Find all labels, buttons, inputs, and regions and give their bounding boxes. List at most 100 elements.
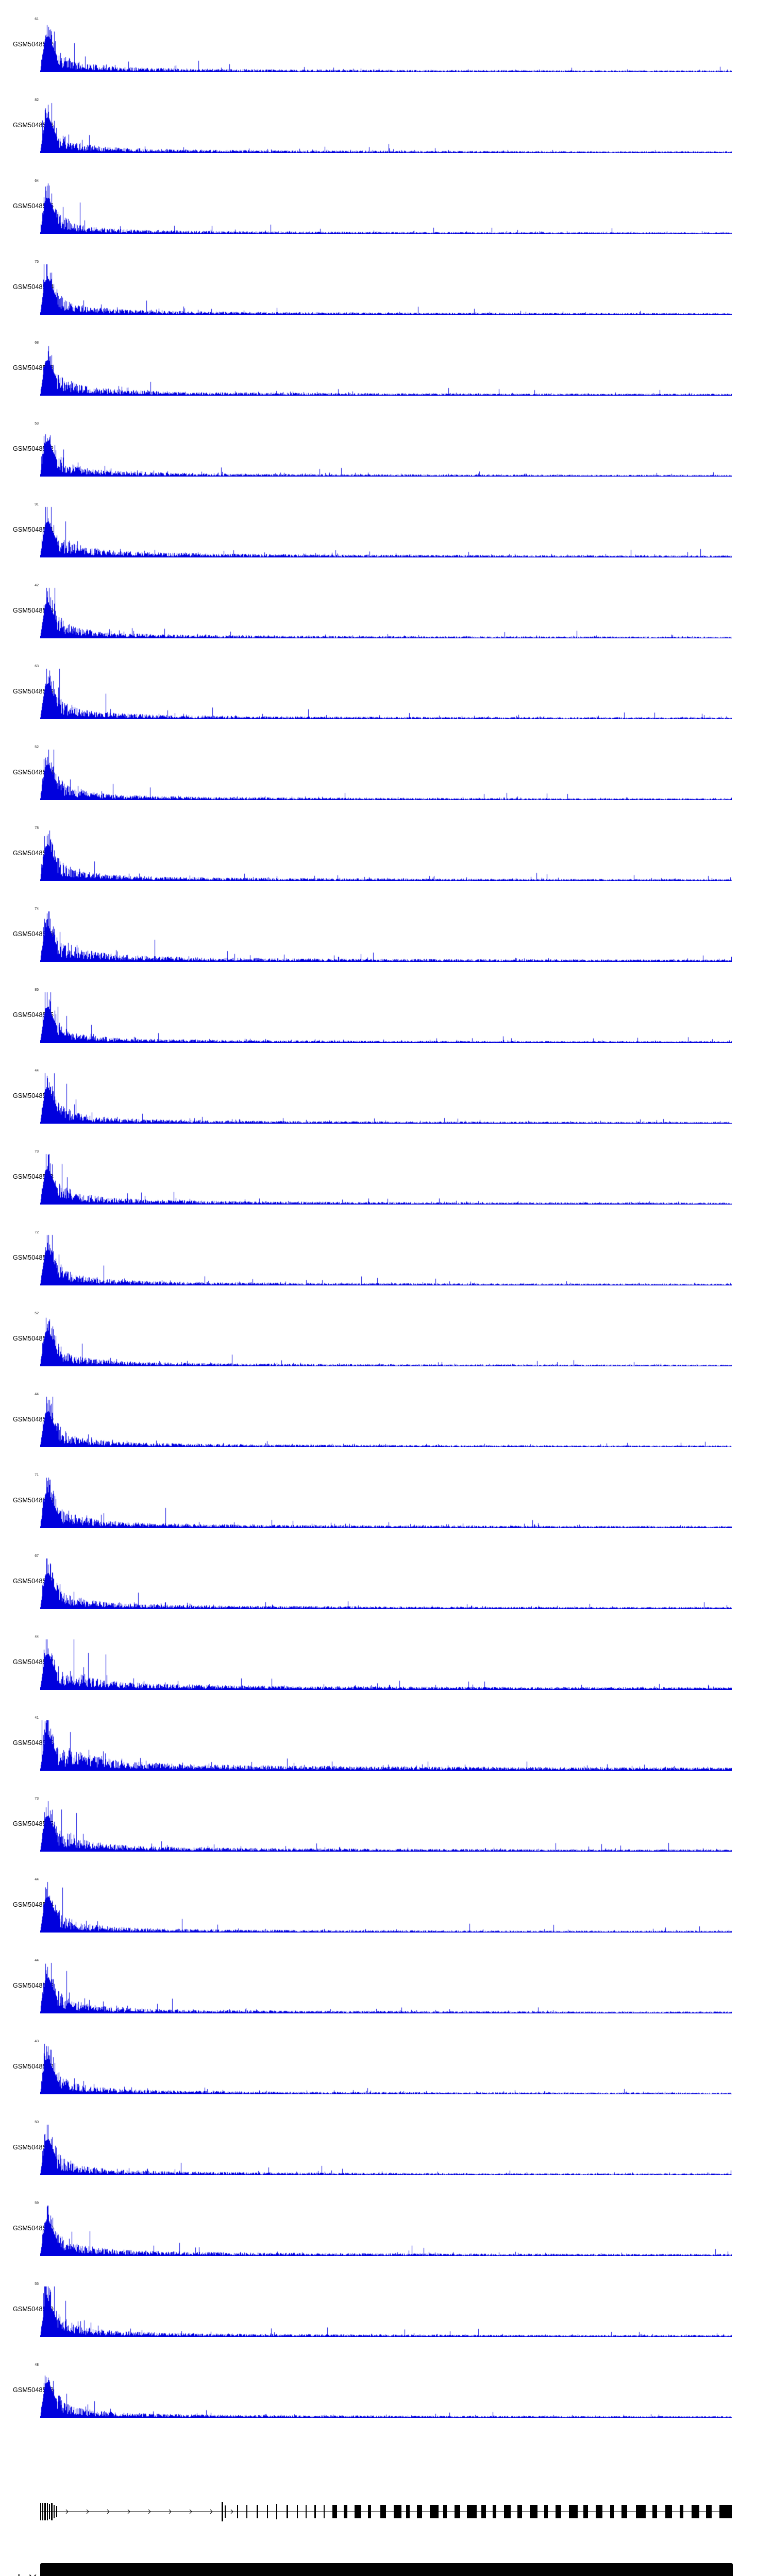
signal-plot: 72 [35, 1231, 732, 1285]
y-axis-max-label: 44 [35, 1959, 39, 1962]
strand-arrow-icon [189, 2509, 192, 2514]
signal-track-row: GSM5048536 74 [0, 907, 773, 989]
gene-model-track [40, 2491, 732, 2532]
y-axis-max-label: 78 [35, 826, 39, 830]
exon-box [225, 2505, 226, 2518]
signal-tracks: GSM5048547 61 GSM5048546 82 GSM5048545 6… [0, 18, 773, 2445]
signal-track-row: GSM5048547 61 [0, 18, 773, 99]
strand-arrow-icon [65, 2509, 69, 2514]
signal-track-row: GSM5048537 78 [0, 826, 773, 908]
exon-box [314, 2505, 316, 2518]
exon-box [719, 2505, 732, 2518]
strand-arrow-icon [230, 2509, 233, 2514]
signal-plot: 73 [35, 1797, 732, 1852]
strand-arrow-icon [86, 2509, 89, 2514]
exon-box [40, 2503, 41, 2520]
exon-box [297, 2505, 298, 2518]
signal-track-row: GSM5048523 44 [0, 1959, 773, 2040]
signal-plot: 41 [35, 1716, 732, 1771]
strand-arrow-icon [169, 2509, 172, 2514]
exon-box [621, 2505, 627, 2518]
y-axis-max-label: 85 [35, 988, 39, 992]
signal-plot: 42 [35, 584, 732, 638]
exon-box [51, 2503, 53, 2520]
signal-track-row: GSM5048519 55 [0, 2282, 773, 2364]
signal-plot: 53 [35, 422, 732, 477]
y-axis-max-label: 53 [35, 422, 39, 426]
signal-track-row: GSM5048533 73 [0, 1150, 773, 1231]
signal-track-row: GSM5048544 75 [0, 260, 773, 342]
signal-plot: 52 [35, 745, 732, 800]
signal-track-row: GSM5048532 72 [0, 1231, 773, 1312]
signal-track-row: GSM5048525 73 [0, 1797, 773, 1878]
coverage-histogram [40, 2205, 732, 2256]
coverage-histogram [40, 506, 732, 557]
exon-box [665, 2505, 672, 2518]
strand-arrow-icon [107, 2509, 110, 2514]
coverage-histogram [40, 910, 732, 962]
y-axis-max-label: 44 [35, 1635, 39, 1639]
signal-track-row: GSM5048518 48 [0, 2363, 773, 2445]
signal-plot: 44 [35, 1069, 732, 1124]
exon-box [467, 2505, 477, 2518]
signal-plot: 44 [35, 1393, 732, 1447]
exon-box [394, 2505, 401, 2518]
signal-track-row: GSM5048531 52 [0, 1312, 773, 1393]
chromosome-label: chrX [11, 2563, 37, 2576]
coverage-histogram [40, 2366, 732, 2418]
signal-plot: 73 [35, 1150, 732, 1205]
signal-track-row: GSM5048534 44 [0, 1069, 773, 1150]
signal-track-row: GSM5048542 53 [0, 422, 773, 503]
signal-plot: 78 [35, 826, 732, 881]
exon-box [380, 2505, 386, 2518]
y-axis-max-label: 64 [35, 179, 39, 183]
signal-track-row: GSM5048543 68 [0, 341, 773, 422]
exon-box [355, 2505, 361, 2518]
y-axis-max-label: 44 [35, 1069, 39, 1073]
signal-plot: 85 [35, 988, 732, 1043]
signal-plot: 67 [35, 1554, 732, 1609]
exon-box [54, 2505, 55, 2518]
coverage-histogram [40, 668, 732, 719]
coverage-histogram [40, 1153, 732, 1205]
exon-box [443, 2505, 447, 2518]
signal-plot: 44 [35, 1959, 732, 2013]
signal-plot: 74 [35, 907, 732, 962]
signal-track-row: GSM5048520 59 [0, 2201, 773, 2283]
signal-plot: 75 [35, 260, 732, 315]
coverage-histogram [40, 2043, 732, 2094]
exon-box [237, 2505, 238, 2518]
signal-plot: 59 [35, 2201, 732, 2256]
signal-track-row: GSM5048530 44 [0, 1393, 773, 1474]
exon-box [267, 2505, 268, 2518]
signal-track-row: GSM5048539 63 [0, 665, 773, 746]
coverage-histogram [40, 1557, 732, 1609]
signal-plot: 48 [35, 2363, 732, 2418]
coverage-histogram [40, 749, 732, 800]
y-axis-max-label: 42 [35, 584, 39, 587]
exon-box [493, 2505, 496, 2518]
chromosome-row: chrX [0, 2563, 773, 2576]
signal-plot: 64 [35, 179, 732, 234]
exon-box [504, 2505, 511, 2518]
y-axis-max-label: 72 [35, 1231, 39, 1234]
signal-plot: 52 [35, 1312, 732, 1366]
y-axis-max-label: 55 [35, 2282, 39, 2286]
chromosome-ideogram [40, 2563, 733, 2576]
coverage-histogram [40, 1315, 732, 1366]
exon-box [692, 2505, 699, 2518]
signal-plot: 91 [35, 503, 732, 557]
exon-box [583, 2505, 588, 2518]
exon-box [42, 2503, 43, 2520]
y-axis-max-label: 75 [35, 260, 39, 264]
exon-box [306, 2505, 307, 2518]
coverage-histogram [40, 1638, 732, 1690]
exon-box [610, 2505, 614, 2518]
y-axis-max-label: 61 [35, 18, 39, 21]
y-axis-max-label: 41 [35, 1716, 39, 1720]
y-axis-max-label: 43 [35, 2040, 39, 2043]
coverage-histogram [40, 991, 732, 1043]
strand-arrow-icon [210, 2509, 213, 2514]
exon-box [49, 2504, 50, 2519]
coverage-histogram [40, 425, 732, 477]
